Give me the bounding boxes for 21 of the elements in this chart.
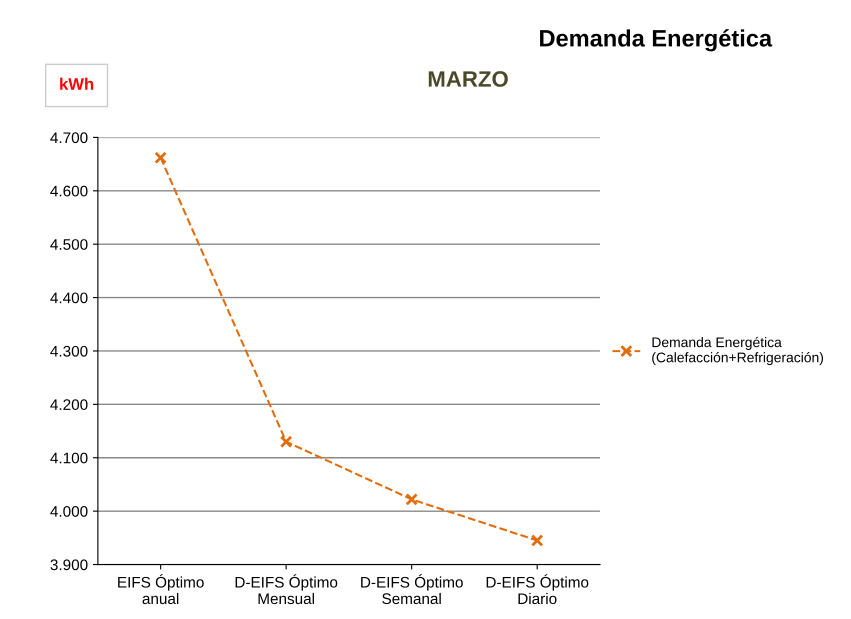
y-tick-label: 4.200 [50,399,88,410]
x-tick-label: D-EIFS Óptimo Diario [486,574,588,604]
y-tick-label: 4.700 [50,132,88,144]
y-tick-label: 4.500 [50,239,88,250]
y-tick-label: 4.600 [50,186,88,196]
x-tick-label: D-EIFS Óptimo Mensual [236,574,338,604]
y-axis-title: kWh [60,78,94,90]
y-tick-label: 3.900 [50,559,88,570]
legend-label: Demanda Energética (Calefacción+Refrigeración) [652,336,824,366]
point [405,493,418,506]
chart-subtitle: MARZO [428,71,508,87]
x-tick-label: D-EIFS Óptimo Semanal [361,574,463,604]
y-tick-label: 4.100 [50,452,88,464]
point [280,435,292,448]
y-tick-label: 4.000 [50,506,88,517]
y-tick-label: 4.400 [50,292,88,304]
y-tick-label: 4.300 [50,346,88,357]
point [154,151,167,164]
text: Demanda Energética [540,29,772,52]
point [530,534,544,547]
x-tick-label: EIFS Óptimo anual [118,574,204,604]
